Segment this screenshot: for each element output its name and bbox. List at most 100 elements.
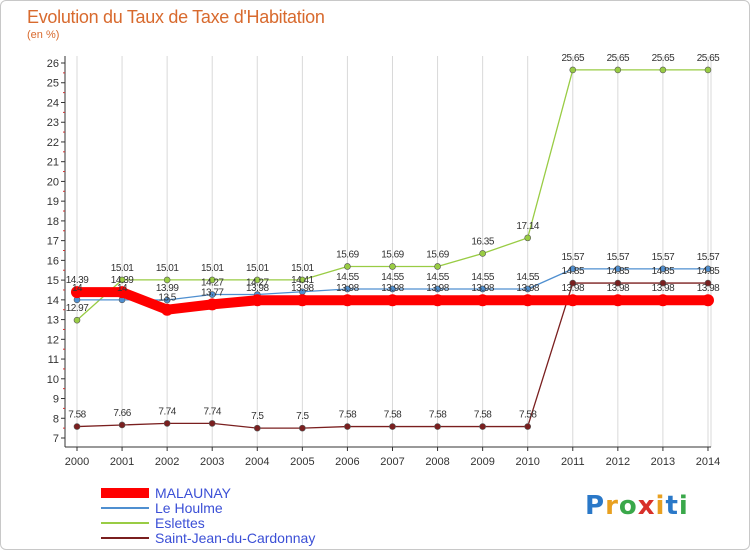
x-tick-label: 2007 [380, 456, 404, 468]
chart-title: Evolution du Taux de Taxe d'Habitation [27, 7, 325, 27]
data-label: 7.74 [203, 406, 221, 417]
data-point [614, 66, 622, 74]
data-label: 14.55 [516, 272, 539, 283]
y-tick-label: 14 [47, 295, 59, 307]
x-tick-label: 2013 [651, 456, 675, 468]
data-point [389, 263, 396, 270]
data-label: 13.98 [607, 283, 630, 294]
data-label: 7.74 [158, 406, 176, 417]
data-label: 13.99 [156, 283, 179, 294]
legend-swatch-le-houlme [101, 506, 149, 509]
data-point [344, 263, 351, 270]
legend-swatch-saint-jean [101, 536, 149, 539]
data-label: 14.39 [66, 275, 89, 286]
y-tick-label: 24 [47, 97, 59, 109]
data-point [476, 294, 489, 307]
data-label: 15.01 [156, 263, 179, 274]
data-point [253, 276, 261, 284]
data-label: 13.98 [697, 283, 720, 294]
data-point [116, 286, 129, 299]
legend-label: Le Houlme [155, 499, 223, 516]
data-point [566, 294, 579, 307]
data-label: 14 [117, 283, 128, 294]
data-point [71, 286, 83, 299]
data-point [704, 66, 712, 74]
data-label: 15.69 [381, 249, 404, 260]
x-tick-label: 2012 [606, 456, 630, 468]
data-point [344, 423, 351, 430]
data-point [524, 285, 532, 293]
data-label: 13.98 [381, 283, 404, 294]
x-tick-label: 2003 [200, 456, 224, 468]
data-point [656, 294, 669, 307]
data-point [389, 423, 396, 430]
data-point [73, 423, 81, 430]
x-tick-label: 2008 [425, 456, 449, 468]
legend-swatch-malaunay [101, 487, 149, 498]
legend-label: MALAUNAY [155, 484, 231, 501]
data-point [431, 294, 444, 307]
x-tick-label: 2010 [515, 456, 539, 468]
data-point [479, 423, 486, 430]
data-label: 15.01 [246, 263, 269, 274]
y-tick-label: 15 [47, 275, 59, 287]
data-point [299, 276, 306, 284]
data-point [344, 285, 351, 293]
y-tick-label: 21 [47, 157, 59, 169]
legend-label: Eslettes [155, 514, 205, 531]
data-label: 25.65 [697, 53, 720, 64]
x-tick-label: 2004 [245, 456, 269, 468]
data-point [296, 294, 309, 307]
data-label: 15.57 [697, 252, 720, 263]
y-tick-label: 22 [47, 137, 59, 149]
data-point [569, 265, 577, 273]
data-label: 14.41 [291, 275, 314, 286]
y-tick-label: 8 [53, 413, 59, 425]
data-point [208, 420, 216, 427]
data-label: 14.55 [336, 272, 359, 283]
data-label: 14.27 [201, 278, 224, 289]
legend-label: Saint-Jean-du-Cardonnay [155, 529, 316, 546]
y-tick-label: 10 [47, 374, 59, 386]
data-label: 7.58 [384, 410, 402, 421]
y-tick-label: 26 [47, 58, 59, 70]
data-label: 15.69 [336, 249, 359, 260]
data-point [389, 285, 396, 293]
plot-area [65, 56, 711, 447]
data-point [704, 279, 712, 287]
data-label: 7.58 [519, 410, 537, 421]
x-tick-label: 2011 [561, 456, 585, 468]
data-label: 14.85 [562, 266, 585, 277]
y-tick-label: 12 [47, 334, 59, 346]
data-point [386, 294, 399, 307]
data-point [206, 298, 219, 311]
data-point [161, 303, 174, 316]
data-label: 15.57 [607, 252, 630, 263]
data-label: 7.58 [339, 410, 357, 421]
data-label: 14.55 [381, 272, 404, 283]
data-label: 15.01 [201, 263, 224, 274]
data-point [434, 285, 441, 293]
x-tick-label: 2006 [335, 456, 359, 468]
legend-item-eslettes: Eslettes [101, 514, 315, 531]
data-label: 13.98 [336, 283, 359, 294]
data-point [569, 279, 577, 287]
data-point [524, 423, 532, 430]
data-point [611, 294, 624, 307]
data-point [614, 279, 622, 287]
data-point [524, 234, 532, 242]
data-label: 25.65 [607, 53, 630, 64]
data-label: 13.98 [426, 283, 449, 294]
y-tick-label: 16 [47, 255, 59, 267]
data-label: 14.85 [652, 266, 675, 277]
data-label: 14.55 [471, 272, 494, 283]
data-point [659, 279, 667, 287]
data-label: 12.97 [66, 303, 89, 314]
data-label: 17.14 [516, 221, 539, 232]
data-point [163, 276, 171, 284]
legend-swatch-eslettes [101, 521, 149, 524]
data-label: 15.57 [562, 252, 585, 263]
legend-item-malaunay: MALAUNAY [101, 484, 315, 501]
data-point [521, 294, 534, 307]
